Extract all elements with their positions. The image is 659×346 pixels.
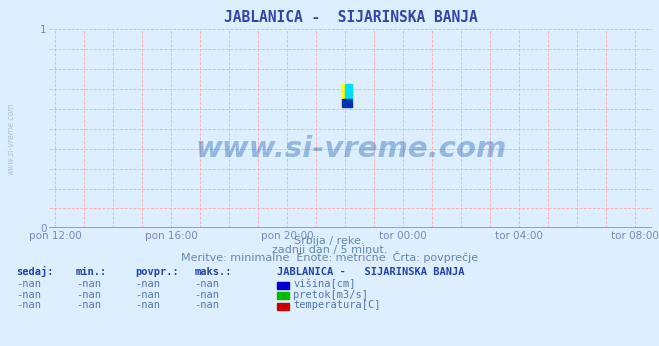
Text: min.:: min.: [76,267,107,277]
Text: maks.:: maks.: [194,267,232,277]
Text: -nan: -nan [135,279,160,289]
Text: -nan: -nan [16,290,42,300]
Text: -nan: -nan [76,279,101,289]
Text: Srbija / reke.: Srbija / reke. [295,236,364,246]
Text: -nan: -nan [194,300,219,310]
Text: višina[cm]: višina[cm] [293,279,356,289]
Text: -nan: -nan [16,300,42,310]
Bar [341,99,352,107]
Text: zadnji dan / 5 minut.: zadnji dan / 5 minut. [272,245,387,255]
Bar [341,83,349,99]
Title: JABLANICA -  SIJARINSKA BANJA: JABLANICA - SIJARINSKA BANJA [224,10,478,26]
Text: www.si-vreme.com: www.si-vreme.com [7,102,16,175]
Text: -nan: -nan [16,279,42,289]
Text: -nan: -nan [76,300,101,310]
Text: www.si-vreme.com: www.si-vreme.com [195,135,507,163]
Bar [345,83,352,99]
Text: Meritve: minimalne  Enote: metrične  Črta: povprečje: Meritve: minimalne Enote: metrične Črta:… [181,251,478,263]
Text: sedaj:: sedaj: [16,266,54,277]
Text: -nan: -nan [135,290,160,300]
Text: JABLANICA -   SIJARINSKA BANJA: JABLANICA - SIJARINSKA BANJA [277,267,465,277]
Text: -nan: -nan [194,290,219,300]
Text: temperatura[C]: temperatura[C] [293,300,381,310]
Text: -nan: -nan [194,279,219,289]
Text: -nan: -nan [76,290,101,300]
Text: -nan: -nan [135,300,160,310]
Text: pretok[m3/s]: pretok[m3/s] [293,290,368,300]
Text: povpr.:: povpr.: [135,267,179,277]
